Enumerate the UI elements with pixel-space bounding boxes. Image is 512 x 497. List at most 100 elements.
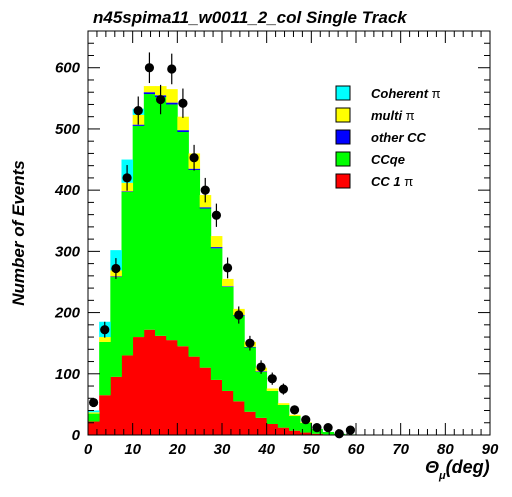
data-point-19 [301,415,311,425]
data-point-14 [245,338,255,348]
legend-label-3: CCqe [371,152,405,167]
y-tick-label-100: 100 [55,366,81,383]
bar-0-16 [266,423,279,435]
data-point-11 [211,210,222,220]
x-tick-label-70: 70 [392,441,409,458]
bar-2-4 [132,124,145,126]
x-tick-label-40: 40 [257,441,275,458]
y-tick-label-400: 400 [54,182,81,199]
data-points [88,52,356,439]
y-tick-label-500: 500 [55,121,81,138]
bar-0-5 [143,329,156,435]
legend-swatch-2 [335,129,351,145]
bar-1-16 [266,390,279,424]
bar-3-1 [99,337,111,342]
bar-1-2 [110,277,122,377]
bar-1-4 [132,125,145,338]
data-point-9 [189,153,199,163]
bar-1-3 [121,191,134,356]
bar-0-0 [88,421,100,435]
axis-ticks [87,30,491,436]
bar-0-10 [199,367,212,435]
bar-0-15 [255,417,268,435]
y-tick-label-600: 600 [55,60,81,77]
y-tick-label-0: 0 [72,427,81,444]
data-point-16 [267,374,277,384]
bar-3-8 [177,116,189,131]
bar-0-9 [188,356,201,435]
bar-2-7 [166,102,178,105]
bar-1-1 [99,341,111,396]
data-point-17 [278,384,289,394]
data-point-3 [122,173,132,183]
bar-2-11 [210,247,223,249]
bar-1-10 [199,208,212,368]
bar-0-7 [166,340,178,435]
legend-label-0: Coherent π [371,86,441,101]
legend-label-1: multi π [371,108,415,123]
data-point-13 [234,310,244,320]
bar-0-4 [132,337,145,435]
bar-1-5 [143,94,156,330]
bar-3-7 [166,89,178,103]
bar-1-8 [177,132,189,347]
legend-swatch-1 [335,107,351,123]
bar-0-19 [300,432,312,435]
bar-1-17 [277,405,290,428]
bar-4-0 [88,410,100,413]
x-tick-label-10: 10 [124,441,141,458]
bar-1-15 [255,371,268,418]
bar-3-17 [277,403,290,406]
data-point-6 [155,94,166,105]
x-axis-label-subscript: μ [438,470,446,482]
y-axis-label: Number of Events [9,160,28,305]
data-point-10 [200,185,210,195]
bar-2-5 [143,92,156,95]
bar-3-0 [88,412,100,414]
x-tick-label-30: 30 [214,441,231,458]
bar-2-12 [222,286,234,287]
tick-labels: 0 10 20 30 40 50 60 70 80 90 0 100 200 300 400 500 600 [54,60,499,458]
bar-0-6 [155,335,167,435]
data-point-21 [323,423,333,433]
data-point-15 [256,362,266,372]
bar-0-1 [99,395,111,435]
data-point-2 [111,263,121,274]
bar-0-18 [289,430,301,435]
bar-2-3 [121,191,134,192]
bar-0-14 [244,411,256,435]
data-point-1 [100,325,110,335]
bar-3-5 [143,86,156,93]
bar-0-3 [121,355,134,435]
x-axis-label-symbol: Θ [425,457,439,477]
x-tick-label-90: 90 [482,441,499,458]
data-point-7 [167,64,177,74]
x-tick-label-50: 50 [303,441,320,458]
bar-1-19 [300,422,312,433]
legend-swatch-3 [335,151,351,167]
data-point-12 [222,263,233,273]
legend-swatch-4 [335,173,351,189]
bar-2-10 [199,207,212,209]
bar-1-6 [155,97,167,336]
data-point-4 [133,105,143,116]
bar-0-2 [110,376,122,435]
bar-3-18 [289,414,301,417]
x-tick-label-0: 0 [84,441,93,458]
legend-label-4: CC 1 π [371,174,413,189]
bar-1-11 [210,248,223,380]
bar-1-7 [166,104,178,341]
bar-0-13 [233,401,245,435]
bar-3-16 [266,388,279,391]
x-tick-label-80: 80 [437,441,454,458]
plot-frame [87,30,491,436]
bar-1-0 [88,413,100,422]
bar-1-21 [322,431,335,435]
y-tick-label-200: 200 [54,305,81,322]
legend: Coherent π multi π other CC CCqe CC 1 π [335,85,441,189]
bar-0-11 [210,379,223,435]
data-point-23 [345,425,356,435]
bar-3-11 [210,236,223,248]
bar-2-8 [177,130,189,132]
